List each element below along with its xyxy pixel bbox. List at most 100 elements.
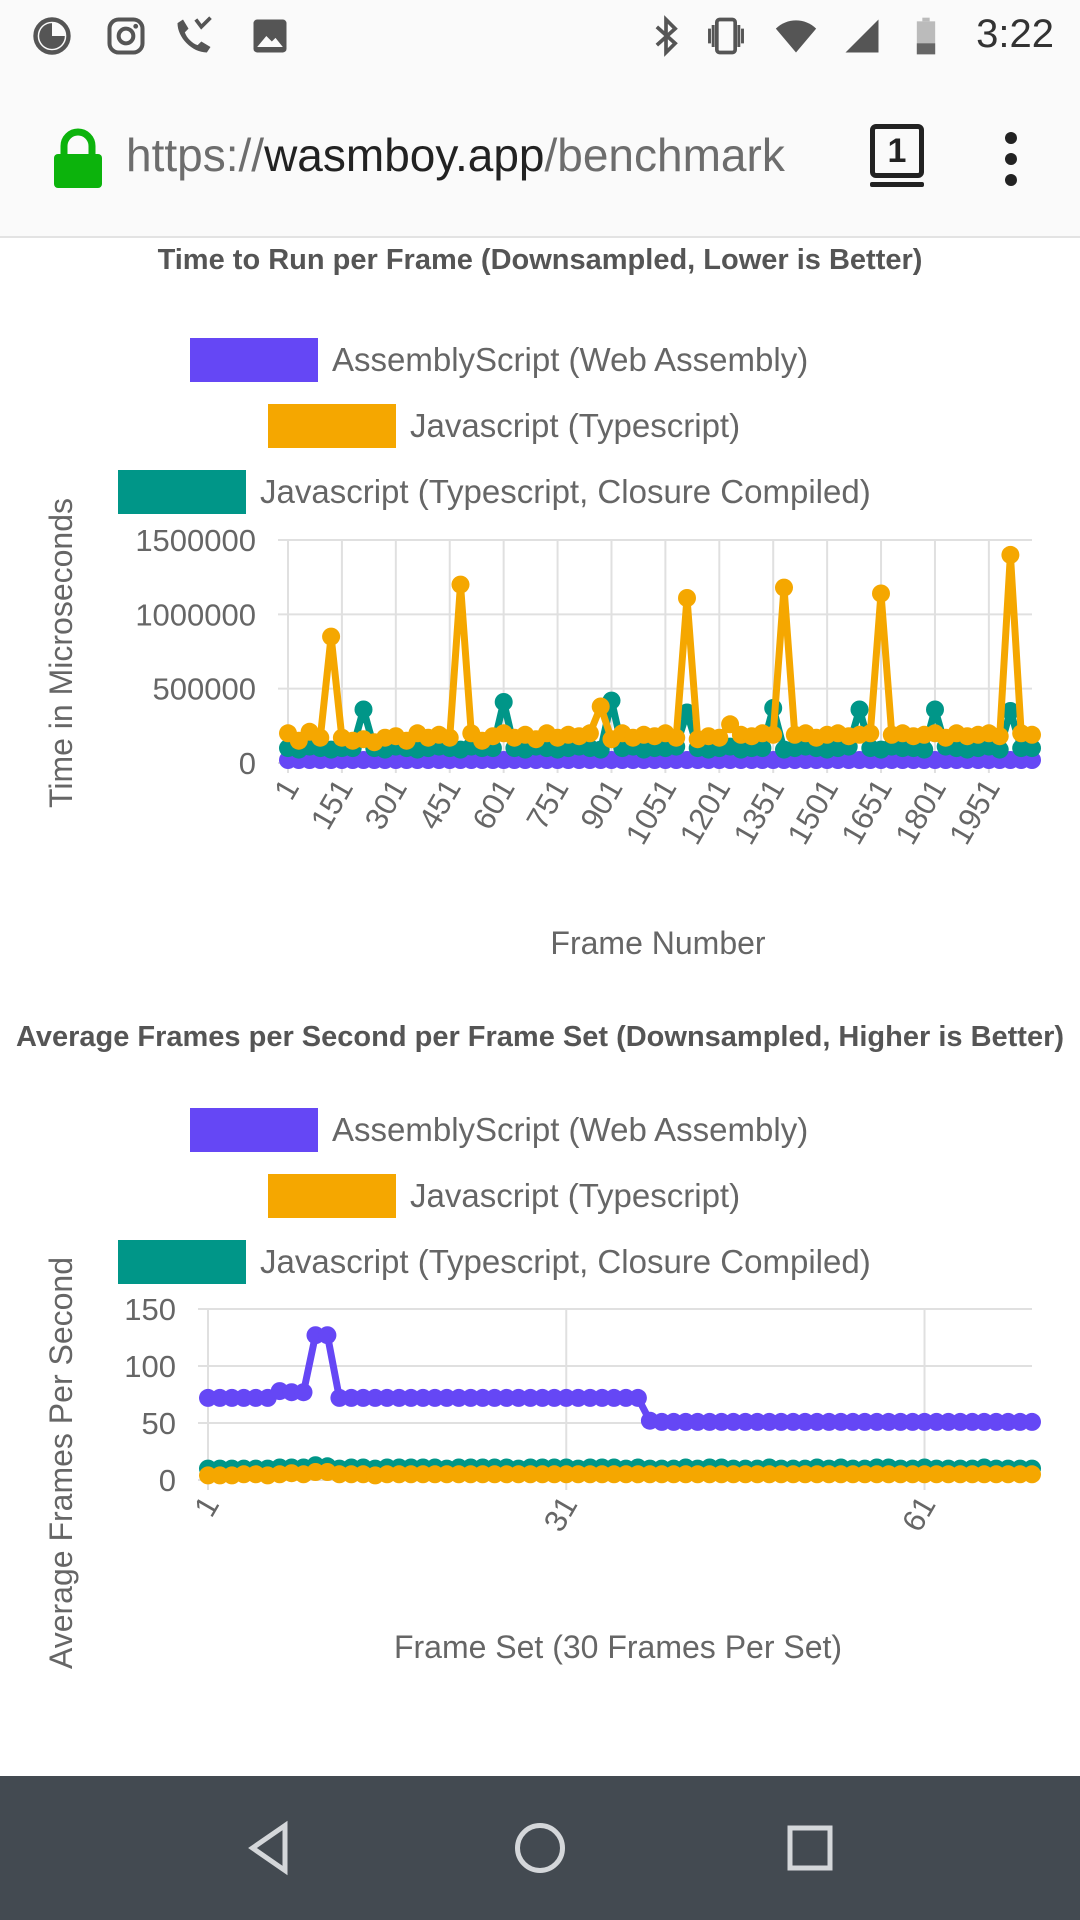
wifi-icon bbox=[775, 20, 817, 53]
legend-swatch-1 bbox=[190, 1108, 318, 1152]
x-tick-label: 301 bbox=[358, 773, 414, 835]
browser-toolbar: https://wasmboy.app/benchmark 1 bbox=[0, 72, 1080, 238]
url-host: wasmboy.app bbox=[264, 129, 545, 181]
y-axis-label: Time in Microseconds bbox=[43, 498, 79, 808]
data-point bbox=[678, 703, 696, 722]
data-point bbox=[294, 1383, 313, 1402]
url-scheme: https:// bbox=[126, 129, 265, 181]
x-axis-label: Frame Set (30 Frames Per Set) bbox=[394, 1629, 842, 1665]
menu-icon[interactable] bbox=[1004, 132, 1018, 186]
y-tick-label: 0 bbox=[239, 746, 256, 781]
legend-label-3: Javascript (Typescript, Closure Compiled… bbox=[260, 1243, 871, 1280]
series-line-1 bbox=[208, 1331, 1032, 1426]
legend-swatch-2 bbox=[268, 404, 396, 448]
legend-label-1: AssemblyScript (Web Assembly) bbox=[332, 1111, 808, 1148]
x-tick-label: 1801 bbox=[888, 773, 953, 850]
cellular-signal-icon bbox=[845, 19, 879, 53]
x-tick-label: 1201 bbox=[673, 773, 738, 850]
data-point bbox=[861, 724, 880, 743]
y-tick-label: 150 bbox=[124, 1292, 176, 1327]
y-tick-label: 50 bbox=[142, 1406, 176, 1441]
data-point bbox=[850, 700, 869, 719]
bluetooth-icon bbox=[655, 15, 678, 57]
x-tick-label: 1351 bbox=[726, 773, 791, 850]
clock: 3:22 bbox=[976, 12, 1054, 56]
x-tick-label: 601 bbox=[466, 773, 522, 835]
data-point bbox=[311, 728, 330, 747]
data-point bbox=[318, 1326, 337, 1345]
x-tick-label: 1051 bbox=[619, 773, 684, 850]
time-per-frame-chart: Time to Run per Frame (Downsampled, Lowe… bbox=[43, 244, 1041, 961]
y-axis-label: Average Frames Per Second bbox=[43, 1257, 79, 1669]
data-point bbox=[710, 728, 729, 747]
data-saver-icon bbox=[33, 17, 71, 55]
data-point bbox=[628, 1388, 647, 1407]
legend-swatch-1 bbox=[190, 338, 318, 382]
y-tick-label: 500000 bbox=[153, 672, 256, 707]
x-tick-label: 1501 bbox=[780, 773, 845, 850]
data-point bbox=[494, 693, 513, 711]
navigation-bar bbox=[0, 1776, 1080, 1920]
legend-swatch-3 bbox=[118, 470, 246, 514]
x-axis-label: Frame Number bbox=[550, 925, 766, 961]
x-tick-label: 151 bbox=[304, 773, 360, 835]
legend-label-3: Javascript (Typescript, Closure Compiled… bbox=[260, 473, 871, 510]
data-point bbox=[775, 578, 793, 597]
y-tick-label: 1000000 bbox=[135, 597, 256, 632]
x-tick-label: 901 bbox=[573, 773, 629, 835]
chart-title: Average Frames per Second per Frame Set … bbox=[16, 1021, 1064, 1053]
y-tick-label: 100 bbox=[124, 1349, 176, 1384]
data-point bbox=[1023, 725, 1041, 744]
home-icon[interactable] bbox=[510, 1818, 570, 1878]
x-tick-label: 451 bbox=[412, 773, 468, 835]
data-point bbox=[440, 728, 459, 747]
x-tick-label: 1951 bbox=[942, 773, 1007, 850]
vibrate-icon bbox=[708, 17, 744, 55]
x-tick-label: 1651 bbox=[834, 773, 899, 850]
lock-icon[interactable] bbox=[52, 128, 104, 188]
data-point bbox=[990, 740, 1009, 759]
status-bar: 3:22 bbox=[0, 0, 1080, 72]
legend-swatch-2 bbox=[268, 1174, 396, 1218]
data-point bbox=[667, 728, 686, 747]
recents-icon[interactable] bbox=[780, 1818, 840, 1878]
y-tick-label: 0 bbox=[159, 1463, 176, 1498]
url-field[interactable]: https://wasmboy.app/benchmark bbox=[126, 128, 785, 182]
x-tick-label: 751 bbox=[519, 773, 575, 835]
legend-label-2: Javascript (Typescript) bbox=[410, 1177, 740, 1214]
data-point bbox=[580, 724, 599, 743]
x-tick-label: 61 bbox=[895, 1490, 943, 1537]
series-line-2 bbox=[286, 551, 1033, 746]
data-point bbox=[1001, 545, 1020, 564]
tab-switcher-button[interactable]: 1 bbox=[870, 124, 924, 187]
url-path: /benchmark bbox=[544, 129, 785, 181]
page-content: Time to Run per Frame (Downsampled, Lowe… bbox=[0, 238, 1080, 1776]
data-point bbox=[354, 700, 373, 719]
data-point bbox=[753, 739, 772, 758]
data-point bbox=[322, 627, 341, 646]
missed-call-icon bbox=[177, 16, 212, 53]
back-icon[interactable] bbox=[240, 1818, 300, 1878]
legend-label-2: Javascript (Typescript) bbox=[410, 407, 740, 444]
data-point bbox=[1023, 1465, 1041, 1484]
data-point bbox=[764, 725, 783, 744]
data-point bbox=[451, 575, 470, 594]
legend-swatch-3 bbox=[118, 1240, 246, 1284]
fps-per-set-chart: Average Frames per Second per Frame Set … bbox=[16, 1021, 1064, 1669]
x-tick-label: 1 bbox=[267, 773, 306, 805]
data-point bbox=[591, 697, 610, 716]
x-tick-label: 1 bbox=[187, 1490, 226, 1522]
data-point bbox=[915, 740, 934, 759]
battery-icon bbox=[916, 17, 936, 55]
data-point bbox=[678, 589, 696, 607]
instagram-icon bbox=[107, 17, 145, 55]
data-point bbox=[1001, 702, 1020, 720]
data-point bbox=[1023, 739, 1041, 758]
data-point bbox=[1023, 1412, 1041, 1431]
x-tick-label: 31 bbox=[537, 1490, 585, 1537]
image-icon bbox=[253, 19, 287, 53]
data-point bbox=[926, 700, 944, 719]
data-point bbox=[872, 584, 890, 603]
y-tick-label: 1500000 bbox=[135, 523, 256, 558]
legend-label-1: AssemblyScript (Web Assembly) bbox=[332, 341, 808, 378]
